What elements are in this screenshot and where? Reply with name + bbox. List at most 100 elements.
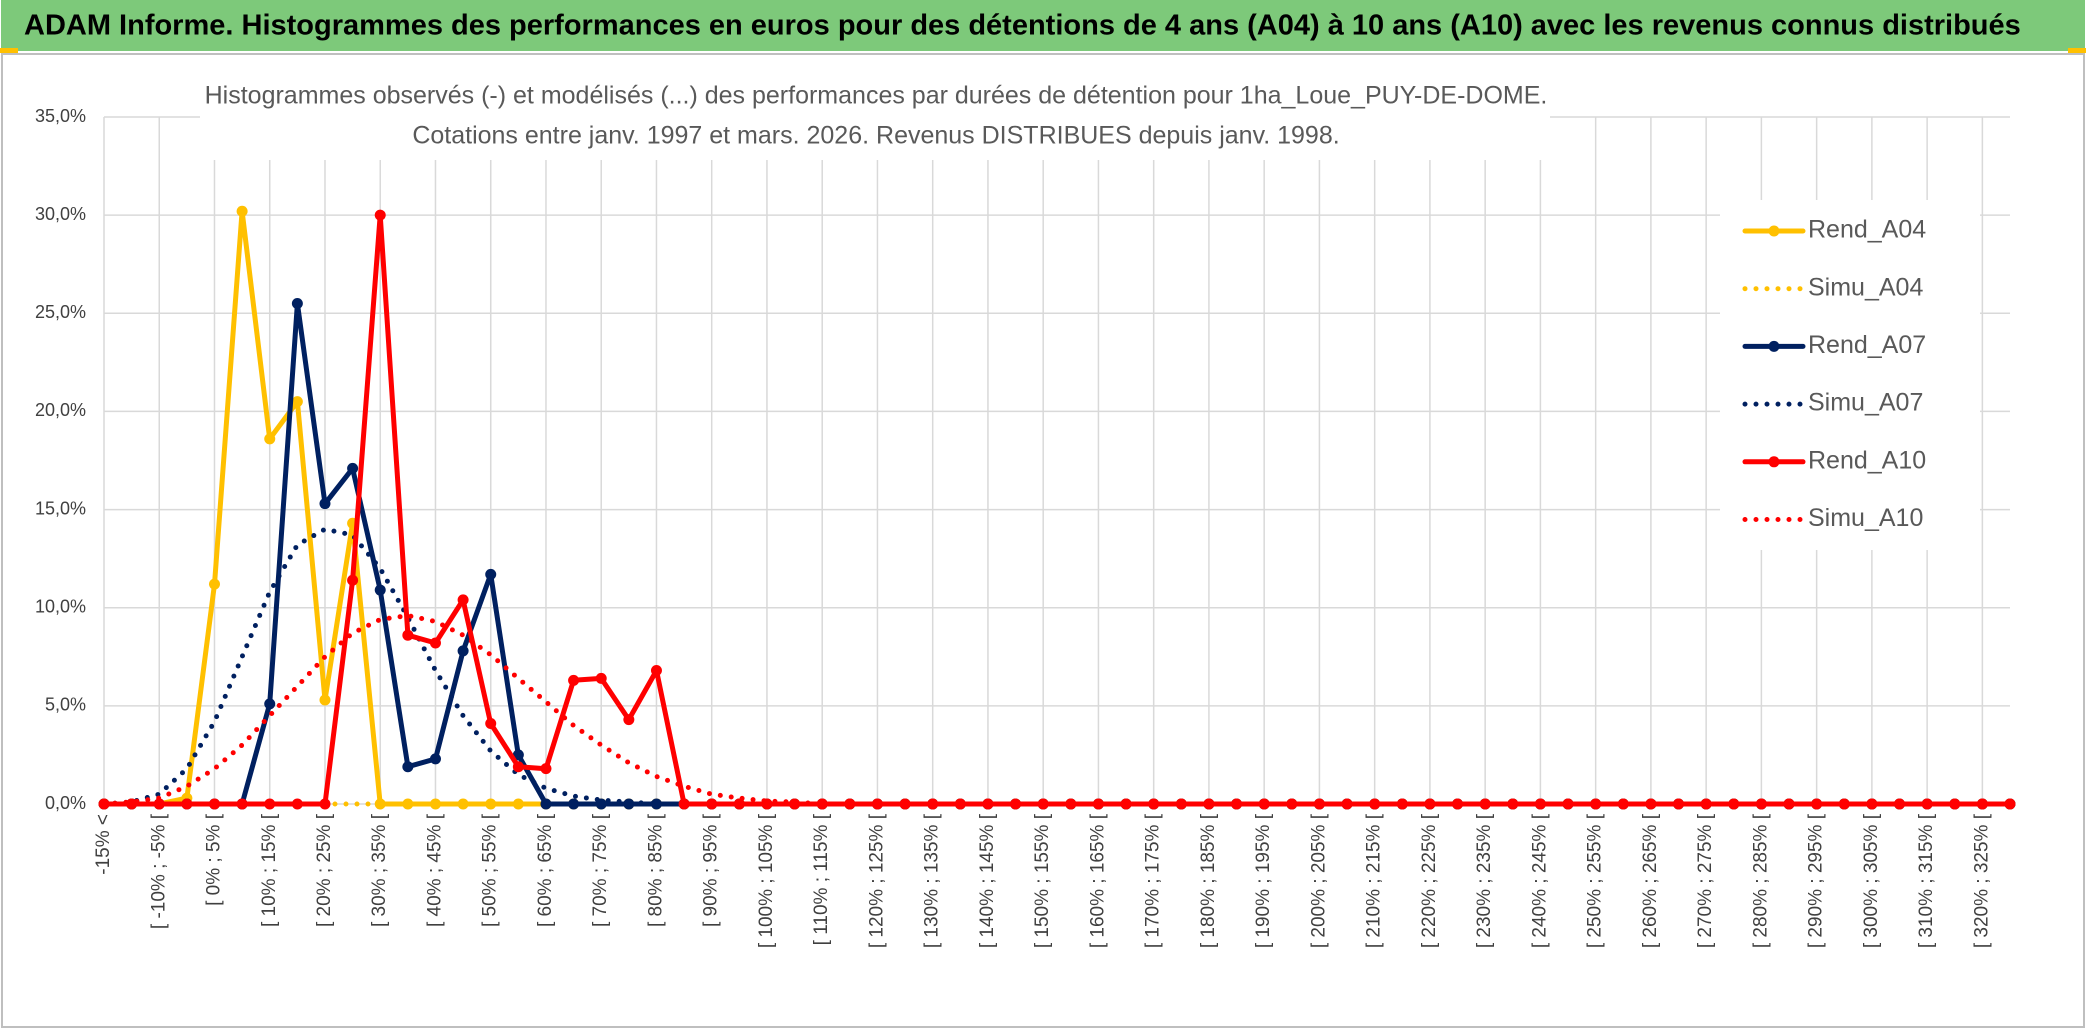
data-point — [319, 798, 331, 810]
x-tick-label: [ 150% ; 155% [ — [1032, 813, 1053, 948]
header-bar — [1, 0, 2085, 51]
x-tick-label: [ 20% ; 25% [ — [314, 813, 335, 927]
data-point — [264, 433, 276, 445]
data-point — [623, 714, 635, 726]
y-tick-label: 5,0% — [45, 695, 86, 715]
x-tick-label: [ 10% ; 15% [ — [259, 813, 280, 927]
data-point — [402, 761, 414, 773]
data-point — [236, 798, 248, 810]
x-tick-label: [ 280% ; 285% [ — [1750, 813, 1771, 948]
legend-label: Rend_A04 — [1808, 216, 1926, 244]
data-point — [1866, 798, 1878, 810]
x-tick-label: [ 230% ; 235% [ — [1474, 813, 1495, 948]
data-point — [291, 297, 303, 309]
data-point — [208, 578, 220, 590]
data-point — [1534, 798, 1546, 810]
chart-title: Histogrammes observés (-) et modélisés (… — [205, 82, 1548, 110]
data-point — [1037, 798, 1049, 810]
legend-marker — [1768, 340, 1780, 352]
data-point — [319, 694, 331, 706]
data-point — [595, 672, 607, 684]
series-line — [101, 212, 2013, 807]
data-point — [291, 798, 303, 810]
legend-marker — [1768, 225, 1780, 237]
data-point — [871, 798, 883, 810]
data-point — [264, 798, 276, 810]
data-point — [706, 798, 718, 810]
x-tick-label: [ 30% ; 35% [ — [369, 813, 390, 927]
legend-box — [1720, 200, 1980, 550]
data-point — [568, 798, 580, 810]
data-point — [512, 761, 524, 773]
title-box — [200, 80, 1550, 160]
legend-label: Simu_A10 — [1808, 504, 1923, 532]
data-point — [733, 798, 745, 810]
chart-frame — [1, 53, 2085, 1028]
data-point — [678, 798, 690, 810]
data-point — [208, 798, 220, 810]
data-point — [264, 698, 276, 710]
corner — [0, 48, 18, 53]
data-point — [1755, 798, 1767, 810]
data-point — [1590, 798, 1602, 810]
data-point — [485, 568, 497, 580]
legend-marker — [1768, 456, 1780, 468]
x-tick-label: [ 120% ; 125% [ — [866, 813, 887, 948]
legend-label: Simu_A07 — [1808, 389, 1923, 417]
data-point — [982, 798, 994, 810]
x-tick-label: [ 300% ; 305% [ — [1861, 813, 1882, 948]
x-tick-label: [ 0% ; 5% [ — [204, 813, 225, 906]
data-point — [1700, 798, 1712, 810]
y-tick-label: 10,0% — [35, 596, 86, 616]
y-tick-label: 30,0% — [35, 204, 86, 224]
x-tick-label: [ 80% ; 85% [ — [645, 813, 666, 927]
corner — [2068, 48, 2086, 53]
x-tick-label: [ 100% ; 105% [ — [756, 813, 777, 948]
x-tick-label: [ 240% ; 245% [ — [1529, 813, 1550, 948]
x-tick-label: [ 220% ; 225% [ — [1419, 813, 1440, 948]
x-tick-label: [ 190% ; 195% [ — [1253, 813, 1274, 948]
y-tick-label: 0,0% — [45, 793, 86, 813]
grid: 0,0% 5,0% 10,0% 15,0% 20,0% 25,0% 30,0% 35,0% -1… — [35, 106, 2010, 948]
chart-subtitle: Cotations entre janv. 1997 et mars. 2026… — [412, 122, 1339, 150]
x-tick-label: [ 110% ; 115% [ — [811, 813, 832, 945]
data-point — [512, 749, 524, 761]
data-point — [650, 665, 662, 677]
x-tick-label: [ 170% ; 175% [ — [1143, 813, 1164, 948]
x-tick-label: [ 70% ; 75% [ — [590, 813, 611, 927]
data-point — [126, 798, 138, 810]
data-point — [1949, 798, 1961, 810]
x-tick-label: [ 310% ; 315% [ — [1916, 813, 1937, 948]
data-point — [153, 798, 165, 810]
data-point — [512, 798, 524, 810]
x-tick-label: [ 260% ; 265% [ — [1640, 813, 1661, 948]
legend-label: Rend_A10 — [1808, 446, 1926, 474]
data-point — [429, 753, 441, 765]
x-tick-label: [ 50% ; 55% [ — [480, 813, 501, 927]
data-point — [1148, 798, 1160, 810]
y-tick-label: 35,0% — [35, 106, 86, 126]
data-point — [2004, 798, 2016, 810]
data-point — [1369, 798, 1381, 810]
data-point — [816, 798, 828, 810]
data-point — [1894, 798, 1906, 810]
data-point — [1811, 798, 1823, 810]
data-point — [457, 594, 469, 606]
x-tick-label: [ 250% ; 255% [ — [1585, 813, 1606, 948]
data-point — [1424, 798, 1436, 810]
x-tick-label: [ 210% ; 215% [ — [1364, 813, 1385, 948]
y-tick-label: 15,0% — [35, 498, 86, 518]
data-point — [347, 574, 359, 586]
x-tick-label: [ 140% ; 145% [ — [977, 813, 998, 948]
data-point — [485, 718, 497, 730]
legend-label: Rend_A07 — [1808, 331, 1926, 359]
legend-label: Simu_A04 — [1808, 273, 1923, 301]
x-tick-label: [ 290% ; 295% [ — [1806, 813, 1827, 948]
x-tick-label: [ 270% ; 275% [ — [1695, 813, 1716, 948]
data-point — [1313, 798, 1325, 810]
series — [98, 205, 2016, 810]
x-tick-label: [ 130% ; 135% [ — [922, 813, 943, 948]
data-point — [568, 674, 580, 686]
data-point — [319, 498, 331, 510]
